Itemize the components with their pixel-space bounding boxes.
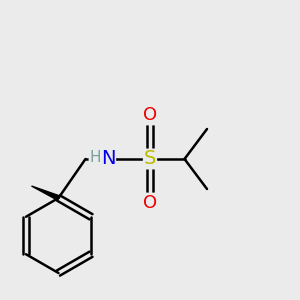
- Text: O: O: [143, 106, 157, 124]
- Text: H: H: [89, 150, 101, 165]
- Text: O: O: [143, 194, 157, 211]
- Text: N: N: [101, 149, 115, 168]
- Text: S: S: [144, 149, 156, 169]
- Polygon shape: [32, 186, 59, 200]
